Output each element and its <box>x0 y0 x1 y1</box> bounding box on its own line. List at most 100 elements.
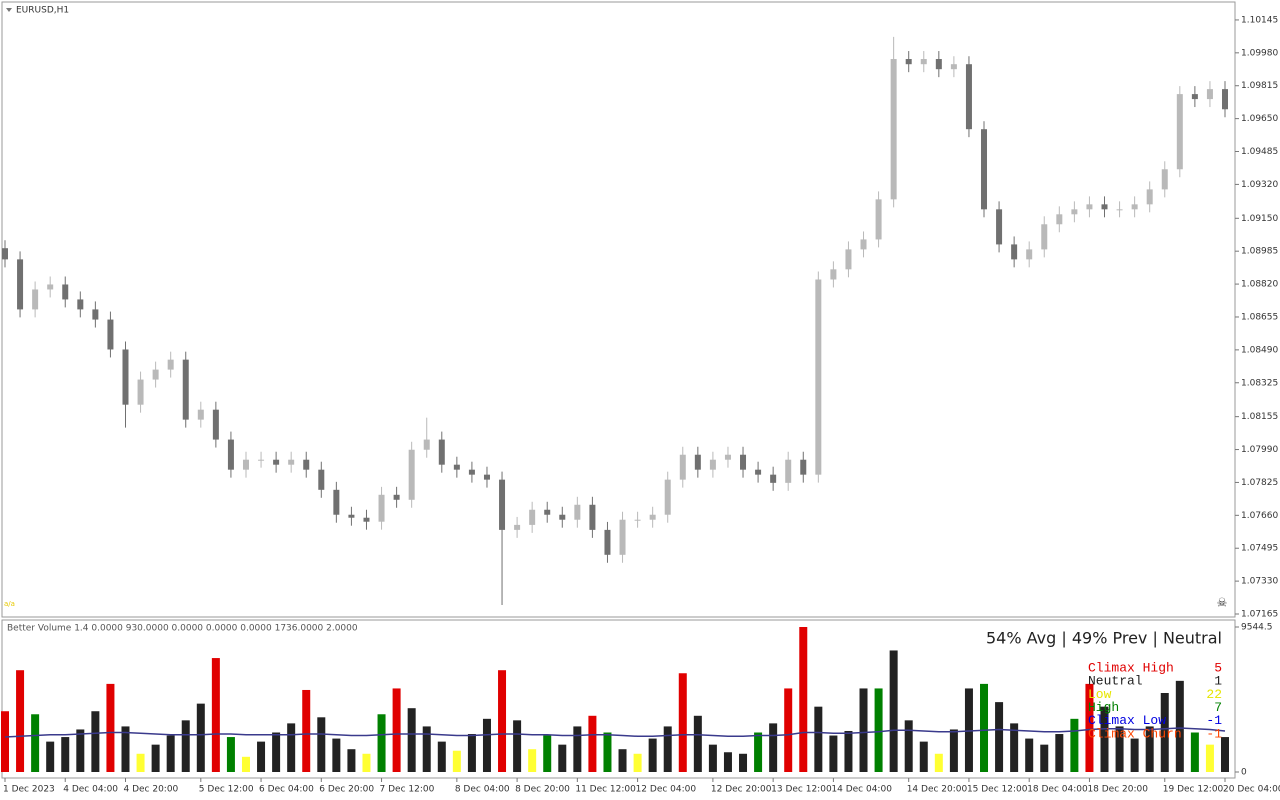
price-tick-label: 1.08985 <box>1241 247 1278 257</box>
volume-bar <box>618 749 627 772</box>
volume-bar <box>498 670 507 772</box>
volume-bar <box>1100 706 1109 772</box>
legend-count: 1 <box>1214 674 1222 689</box>
volume-bar <box>693 715 702 772</box>
skull-icon[interactable]: ☠ <box>1217 596 1228 610</box>
candle-body <box>785 459 792 483</box>
volume-bar <box>467 734 476 772</box>
volume-bar <box>558 744 567 772</box>
time-tick-label: 8 Dec 04:00 <box>455 785 510 795</box>
candle-body <box>920 59 927 65</box>
candle-body <box>468 469 475 475</box>
candle-body <box>499 479 506 530</box>
volume-bar <box>196 703 205 772</box>
volume-bar <box>61 737 70 772</box>
volume-bar <box>1175 680 1184 772</box>
volume-bar <box>392 688 401 772</box>
candle-body <box>815 279 822 475</box>
candle-body <box>981 129 988 210</box>
volume-bar <box>588 715 597 772</box>
candle-body <box>122 349 129 405</box>
candle-body <box>1026 249 1033 260</box>
candle-body <box>845 249 852 270</box>
price-tick-label: 1.08655 <box>1241 312 1278 322</box>
candle-body <box>875 199 882 240</box>
volume-bar <box>226 737 235 772</box>
volume-bar <box>859 688 868 772</box>
candle-body <box>514 524 521 530</box>
volume-bar <box>1040 744 1049 772</box>
price-tick-label: 1.09320 <box>1241 180 1278 190</box>
candle-body <box>212 409 219 440</box>
volume-bar <box>1145 726 1154 772</box>
legend-count: 5 <box>1214 660 1222 675</box>
legend-count: -1 <box>1206 726 1222 741</box>
candle-body <box>1161 169 1168 190</box>
volume-bar <box>16 670 25 772</box>
legend-name: Low <box>1088 687 1112 702</box>
volume-bar <box>121 726 130 772</box>
volume-bar <box>106 683 115 772</box>
candle-body <box>107 319 114 350</box>
time-tick-label: 4 Dec 04:00 <box>63 785 118 795</box>
volume-bar <box>211 658 220 772</box>
candle-body <box>800 459 807 475</box>
volume-bar <box>829 735 838 772</box>
candle-body <box>408 449 415 500</box>
candle-body <box>197 409 204 420</box>
candle-body <box>604 529 611 555</box>
volume-bar <box>1025 738 1034 772</box>
price-tick-label: 1.07330 <box>1241 577 1278 587</box>
candle-body <box>694 454 701 470</box>
candle-body <box>393 494 400 500</box>
candle-body <box>1206 89 1213 100</box>
candle-body <box>438 439 445 465</box>
collapse-arrow[interactable] <box>6 8 12 12</box>
candle-body <box>770 474 777 483</box>
volume-bar <box>181 720 190 772</box>
volume-bar <box>136 753 145 772</box>
time-tick-label: 20 Dec 04:00 <box>1223 785 1280 795</box>
volume-bar <box>708 744 717 772</box>
time-tick-label: 12 Dec 20:00 <box>711 785 772 795</box>
volume-status: 54% Avg | 49% Prev | Neutral <box>986 629 1222 648</box>
candle-body <box>348 514 355 518</box>
volume-bar <box>678 673 687 772</box>
candle-body <box>363 517 370 522</box>
price-tick-label: 1.07825 <box>1241 478 1278 488</box>
price-tick-label: 1.07660 <box>1241 511 1278 521</box>
time-tick-label: 7 Dec 12:00 <box>380 785 435 795</box>
volume-bar <box>257 741 266 772</box>
time-tick-label: 5 Dec 12:00 <box>199 785 254 795</box>
candle-body <box>950 64 957 70</box>
time-tick-label: 18 Dec 04:00 <box>1027 785 1088 795</box>
candle-body <box>709 459 716 470</box>
volume-bar <box>317 717 326 772</box>
volume-bar <box>1055 734 1064 772</box>
volume-bar <box>302 689 311 772</box>
candle-body <box>483 474 490 480</box>
candle-body <box>559 514 566 520</box>
volume-bar <box>949 729 958 772</box>
volume-bar <box>1221 737 1229 772</box>
legend-name: Climax Churn <box>1088 726 1182 741</box>
candle-body <box>17 259 24 310</box>
volume-bar <box>648 738 657 772</box>
volume-bar <box>1 711 9 772</box>
volume-bar <box>166 735 175 772</box>
volume-bar <box>31 714 40 772</box>
volume-bar <box>754 732 763 772</box>
candle-body <box>423 439 430 450</box>
time-tick-label: 18 Dec 20:00 <box>1087 785 1148 795</box>
candle-body <box>724 454 731 460</box>
price-tick-label: 1.07165 <box>1241 610 1278 620</box>
volume-bar <box>663 726 672 772</box>
candle-body <box>1131 204 1138 210</box>
volume-tick-label: 9544.5 <box>1241 623 1273 633</box>
price-tick-label: 1.08325 <box>1241 378 1278 388</box>
candle-body <box>740 454 747 470</box>
price-panel <box>1 1 1236 618</box>
candle-body <box>182 359 189 420</box>
volume-bar <box>1130 738 1139 772</box>
